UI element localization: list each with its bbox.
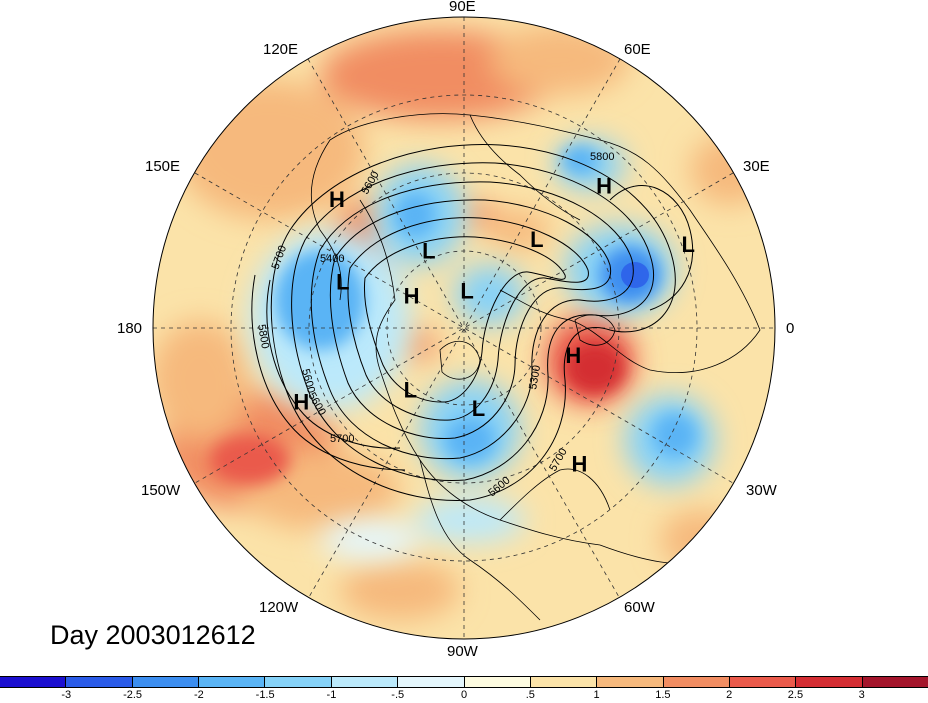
colorbar-segment bbox=[862, 677, 928, 687]
low-pressure-label: L bbox=[422, 238, 435, 263]
lon-label-30e: 30E bbox=[743, 158, 770, 175]
colorbar-tick-label: 0 bbox=[460, 689, 468, 701]
lon-label-120w: 120W bbox=[259, 599, 299, 616]
colorbar-segment bbox=[796, 677, 863, 687]
high-pressure-label: H bbox=[565, 343, 581, 368]
colorbar-segment bbox=[132, 677, 200, 687]
contour-label: 5700 bbox=[330, 433, 354, 445]
low-pressure-label: L bbox=[460, 279, 473, 304]
high-pressure-label: H bbox=[404, 284, 420, 309]
colorbar-segment bbox=[464, 677, 531, 687]
low-pressure-label: L bbox=[336, 270, 349, 295]
colorbar-segment bbox=[331, 677, 399, 687]
colorbar-segment bbox=[398, 677, 465, 687]
colorbar-segment bbox=[66, 677, 133, 687]
colorbar-tick-label: 1 bbox=[593, 689, 600, 701]
lon-label-150w: 150W bbox=[141, 482, 181, 499]
low-pressure-label: L bbox=[404, 378, 417, 403]
graticule bbox=[153, 17, 775, 639]
low-pressure-label: L bbox=[681, 232, 694, 257]
high-pressure-label: H bbox=[596, 174, 612, 199]
high-pressure-label: H bbox=[293, 390, 309, 415]
colorbar-tick-label: 2.5 bbox=[787, 689, 804, 701]
colorbar-segment bbox=[663, 677, 730, 687]
lon-label-90e: 90E bbox=[449, 0, 476, 15]
lon-label-30w: 30W bbox=[746, 482, 777, 499]
contour-label: 5300 bbox=[527, 364, 543, 390]
lon-label-90w: 90W bbox=[447, 643, 478, 660]
colorbar-tick-label: -2.5 bbox=[123, 689, 143, 701]
day-label: Day 2003012612 bbox=[50, 620, 256, 650]
colorbar-segment bbox=[0, 677, 67, 687]
colorbar-tick-label: -1 bbox=[326, 689, 337, 701]
colorbar-tick-label: 3 bbox=[858, 689, 865, 701]
contour-label: 5800 bbox=[590, 151, 614, 163]
high-pressure-label: H bbox=[329, 187, 345, 212]
colorbar-tick-label: -1.5 bbox=[255, 689, 275, 701]
colorbar-tick-labels: -3 -2.5 -2 -1.5 -1 -.5 0 .5 1 1.5 2 2.5 3 bbox=[0, 689, 928, 703]
colorbar-tick-label: -.5 bbox=[391, 689, 405, 701]
colorbar-segment bbox=[530, 677, 598, 687]
colorbar-segment bbox=[199, 677, 266, 687]
colorbar bbox=[0, 676, 928, 688]
lon-label-180: 180 bbox=[117, 320, 143, 337]
lon-label-150e: 150E bbox=[145, 158, 181, 175]
colorbar-tick-label: .5 bbox=[525, 689, 535, 701]
map-boundary bbox=[152, 16, 776, 640]
lon-label-60e: 60E bbox=[624, 41, 651, 58]
high-pressure-label: H bbox=[571, 451, 587, 476]
colorbar-segment bbox=[265, 677, 332, 687]
lon-label-0: 0 bbox=[786, 320, 795, 337]
contour-label: 5400 bbox=[320, 253, 344, 265]
polar-stereographic-map: 5800 5600 5700 5400 5800 5600 5700 5300 … bbox=[152, 16, 776, 640]
low-pressure-label: L bbox=[472, 396, 485, 421]
colorbar-tick-label: -3 bbox=[61, 689, 72, 701]
lon-label-60w: 60W bbox=[624, 599, 655, 616]
low-pressure-label: L bbox=[530, 227, 543, 252]
lon-label-120e: 120E bbox=[263, 41, 299, 58]
colorbar-tick-label: -2 bbox=[193, 689, 204, 701]
colorbar-tick-label: 2 bbox=[726, 689, 733, 701]
contour-label: 5800 bbox=[255, 323, 271, 349]
map-canvas: 5800 5600 5700 5400 5800 5600 5700 5300 … bbox=[152, 16, 776, 640]
colorbar-segment bbox=[597, 677, 664, 687]
height-contours bbox=[251, 143, 694, 501]
colorbar-segment bbox=[729, 677, 797, 687]
colorbar-tick-label: 1.5 bbox=[655, 689, 671, 701]
